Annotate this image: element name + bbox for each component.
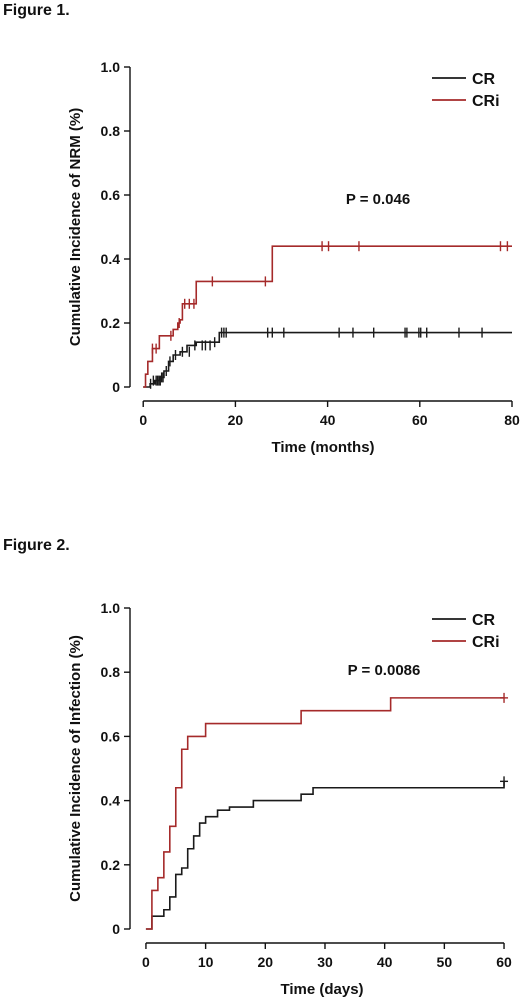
series-line-cri <box>145 697 505 930</box>
y-tick-label: 0.6 <box>101 728 121 744</box>
y-tick-label: 0.8 <box>101 123 121 139</box>
figure-1-title: Figure 1. <box>3 2 70 19</box>
x-axis-label: Time (days) <box>280 981 363 998</box>
series-line-cr <box>145 781 505 930</box>
legend-label-cri: CRi <box>472 634 500 651</box>
x-tick-label: 0 <box>142 954 150 970</box>
series-line-cr <box>143 331 512 388</box>
y-tick-label: 0 <box>112 379 120 395</box>
p-value-annotation: P = 0.0086 <box>348 662 421 679</box>
x-axis-label: Time (months) <box>271 439 374 456</box>
chart-figure-1: 0 0.2 0.4 0.6 0.8 1.0 0 20 40 60 80 Time (months) Cu… <box>67 59 520 456</box>
y-tick-label: 0.2 <box>101 857 121 873</box>
y-tick-label: 0 <box>112 921 120 937</box>
figure-2-title: Figure 2. <box>3 537 70 554</box>
x-tick-label: 40 <box>377 954 393 970</box>
legend-label-cr: CR <box>472 71 496 88</box>
chart-figure-2: 0 0.2 0.4 0.6 0.8 1.0 0 10 20 30 40 50 60 Time (days)… <box>67 600 512 998</box>
x-tick-label: 0 <box>139 412 147 428</box>
y-tick-label: 1.0 <box>101 600 121 616</box>
y-tick-label: 0.4 <box>101 793 121 809</box>
x-tick-label: 60 <box>496 954 512 970</box>
legend-label-cr: CR <box>472 612 496 629</box>
series-line-cri <box>143 245 512 388</box>
y-axis-label: Cumulative Incidence of NRM (%) <box>67 108 84 346</box>
y-tick-label: 1.0 <box>101 59 121 75</box>
x-tick-label: 30 <box>317 954 333 970</box>
p-value-annotation: P = 0.046 <box>346 191 410 208</box>
y-tick-label: 0.2 <box>101 315 121 331</box>
x-tick-label: 40 <box>320 412 336 428</box>
x-tick-label: 20 <box>228 412 244 428</box>
legend-label-cri: CRi <box>472 93 500 110</box>
y-tick-label: 0.8 <box>101 664 121 680</box>
y-axis-label: Cumulative Incidence of Infection (%) <box>67 635 84 902</box>
x-tick-label: 20 <box>258 954 274 970</box>
y-tick-label: 0.4 <box>101 251 121 267</box>
y-tick-label: 0.6 <box>101 187 121 203</box>
x-tick-label: 10 <box>198 954 214 970</box>
x-tick-label: 50 <box>437 954 453 970</box>
x-tick-label: 60 <box>412 412 428 428</box>
x-tick-label: 80 <box>504 412 520 428</box>
